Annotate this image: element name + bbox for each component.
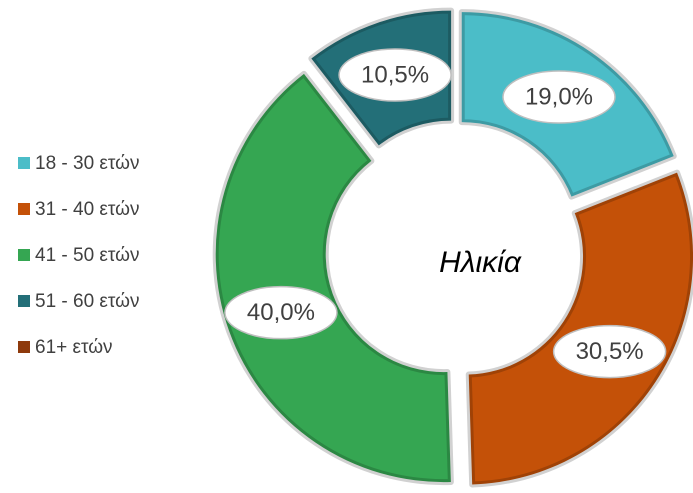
data-label: 30,5% — [576, 338, 644, 365]
label-bubble — [552, 324, 667, 379]
legend-label: 18 - 30 ετών — [35, 153, 139, 174]
legend-swatch — [18, 249, 30, 261]
legend-label: 41 - 50 ετών — [35, 245, 139, 266]
legend-swatch — [18, 295, 30, 307]
legend-label: 51 - 60 ετών — [35, 291, 139, 312]
legend-swatch — [18, 157, 30, 169]
legend-swatch — [18, 341, 30, 353]
legend-label: 61+ ετών — [35, 337, 113, 358]
legend-swatch — [18, 203, 30, 215]
data-label: 40,0% — [247, 299, 315, 326]
label-bubble — [224, 285, 338, 340]
slice — [212, 70, 454, 486]
data-label: 10,5% — [361, 61, 429, 88]
legend-label: 31 - 40 ετών — [35, 199, 139, 220]
label-bubble — [502, 70, 616, 124]
label-bubble — [338, 48, 452, 102]
chart-title: Ηλικία — [439, 246, 522, 279]
data-label: 19,0% — [525, 83, 593, 110]
